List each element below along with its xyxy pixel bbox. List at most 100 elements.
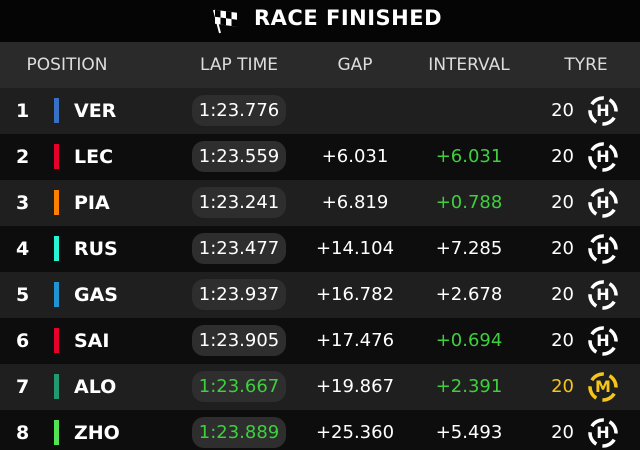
team-color-bar bbox=[54, 374, 59, 399]
interval: +0.694 bbox=[435, 330, 503, 351]
result-row: 5 GAS 1:23.937 +16.782 +2.678 20 H bbox=[0, 272, 640, 318]
driver: VER bbox=[74, 100, 117, 122]
team-color-bar bbox=[54, 98, 59, 123]
tyre-icon: M bbox=[587, 371, 619, 403]
driver: SAI bbox=[74, 330, 110, 352]
tyre-ring bbox=[588, 234, 618, 264]
lap-time: 1:23.776 bbox=[198, 100, 280, 121]
tyre-compound: H bbox=[596, 147, 610, 166]
tyre-compound: H bbox=[596, 193, 610, 212]
gap: +14.104 bbox=[315, 238, 395, 259]
tyre-icon: H bbox=[587, 95, 619, 127]
tyre-ring bbox=[588, 280, 618, 310]
position: 5 bbox=[16, 284, 30, 306]
tyre-age: 20 bbox=[551, 238, 574, 259]
tyre-compound: H bbox=[596, 285, 610, 304]
column-header: POSITION bbox=[26, 55, 108, 75]
tyre-ring bbox=[588, 188, 618, 218]
lap-time-pill bbox=[192, 141, 286, 172]
title: RACE FINISHED bbox=[254, 6, 443, 30]
lap-time-pill bbox=[192, 95, 286, 126]
gap: +6.031 bbox=[321, 146, 389, 167]
position: 6 bbox=[16, 330, 30, 352]
column-header: INTERVAL bbox=[428, 55, 510, 75]
result-row: 2 LEC 1:23.559 +6.031 +6.031 20 H bbox=[0, 134, 640, 180]
tyre-ring bbox=[588, 142, 618, 172]
interval: +6.031 bbox=[435, 146, 503, 167]
tyre-compound: H bbox=[596, 331, 610, 350]
lap-time-pill bbox=[192, 325, 286, 356]
lap-time: 1:23.477 bbox=[198, 238, 280, 259]
lap-time-pill bbox=[192, 279, 286, 310]
lap-time-pill bbox=[192, 371, 286, 402]
lap-time-pill bbox=[192, 187, 286, 218]
gap: +25.360 bbox=[315, 422, 395, 443]
tyre-age: 20 bbox=[551, 330, 574, 351]
tyre-ring bbox=[588, 418, 618, 448]
result-row: 1 VER 1:23.776 20 H bbox=[0, 88, 640, 134]
header: RACE FINISHED bbox=[0, 0, 640, 42]
tyre-ring bbox=[588, 372, 618, 402]
result-row: 4 RUS 1:23.477 +14.104 +7.285 20 H bbox=[0, 226, 640, 272]
tyre-age: 20 bbox=[551, 284, 574, 305]
position: 7 bbox=[16, 376, 30, 398]
team-color-bar bbox=[54, 144, 59, 169]
lap-time-pill bbox=[192, 233, 286, 264]
tyre-icon: H bbox=[587, 279, 619, 311]
tyre-age: 20 bbox=[551, 422, 574, 443]
tyre-compound: H bbox=[596, 239, 610, 258]
interval: +2.391 bbox=[435, 376, 503, 397]
tyre-icon: H bbox=[587, 187, 619, 219]
position: 1 bbox=[16, 100, 30, 122]
result-row: 7 ALO 1:23.667 +19.867 +2.391 20 M bbox=[0, 364, 640, 410]
interval: +0.788 bbox=[435, 192, 503, 213]
tyre-icon: H bbox=[587, 233, 619, 265]
team-color-bar bbox=[54, 420, 59, 445]
column-header: LAP TIME bbox=[200, 55, 278, 75]
tyre-ring bbox=[588, 326, 618, 356]
lap-time: 1:23.889 bbox=[198, 422, 280, 443]
position: 8 bbox=[16, 422, 30, 444]
lap-time-pill bbox=[192, 417, 286, 448]
interval: +2.678 bbox=[435, 284, 503, 305]
result-row: 3 PIA 1:23.241 +6.819 +0.788 20 H bbox=[0, 180, 640, 226]
lap-time: 1:23.905 bbox=[198, 330, 280, 351]
team-color-bar bbox=[54, 236, 59, 261]
tyre-icon: H bbox=[587, 141, 619, 173]
tyre-icon: H bbox=[587, 325, 619, 357]
result-row: 6 SAI 1:23.905 +17.476 +0.694 20 H bbox=[0, 318, 640, 364]
gap: +19.867 bbox=[315, 376, 395, 397]
tyre-icon: H bbox=[587, 417, 619, 449]
gap: +6.819 bbox=[321, 192, 389, 213]
tyre-age: 20 bbox=[551, 146, 574, 167]
driver: LEC bbox=[74, 146, 114, 168]
tyre-ring bbox=[588, 96, 618, 126]
tyre-age: 20 bbox=[551, 376, 574, 397]
tyre-compound: H bbox=[596, 101, 610, 120]
tyre-compound: M bbox=[595, 377, 611, 396]
team-color-bar bbox=[54, 190, 59, 215]
team-color-bar bbox=[54, 328, 59, 353]
position: 4 bbox=[16, 238, 30, 260]
tyre-age: 20 bbox=[551, 192, 574, 213]
driver: ZHO bbox=[74, 422, 120, 444]
result-row: 8 ZHO 1:23.889 +25.360 +5.493 20 H bbox=[0, 410, 640, 450]
interval: +5.493 bbox=[435, 422, 503, 443]
tyre-compound: H bbox=[596, 423, 610, 442]
position: 2 bbox=[16, 146, 30, 168]
driver: PIA bbox=[74, 192, 110, 214]
driver: RUS bbox=[74, 238, 118, 260]
gap: +16.782 bbox=[315, 284, 395, 305]
position: 3 bbox=[16, 192, 30, 214]
checkered-flag-icon bbox=[213, 9, 237, 34]
gap: +17.476 bbox=[315, 330, 395, 351]
team-color-bar bbox=[54, 282, 59, 307]
lap-time: 1:23.937 bbox=[198, 284, 280, 305]
column-header: GAP bbox=[337, 55, 373, 75]
lap-time: 1:23.667 bbox=[198, 376, 280, 397]
lap-time: 1:23.559 bbox=[198, 146, 280, 167]
tyre-age: 20 bbox=[551, 100, 574, 121]
interval: +7.285 bbox=[435, 238, 503, 259]
driver: GAS bbox=[74, 284, 118, 306]
